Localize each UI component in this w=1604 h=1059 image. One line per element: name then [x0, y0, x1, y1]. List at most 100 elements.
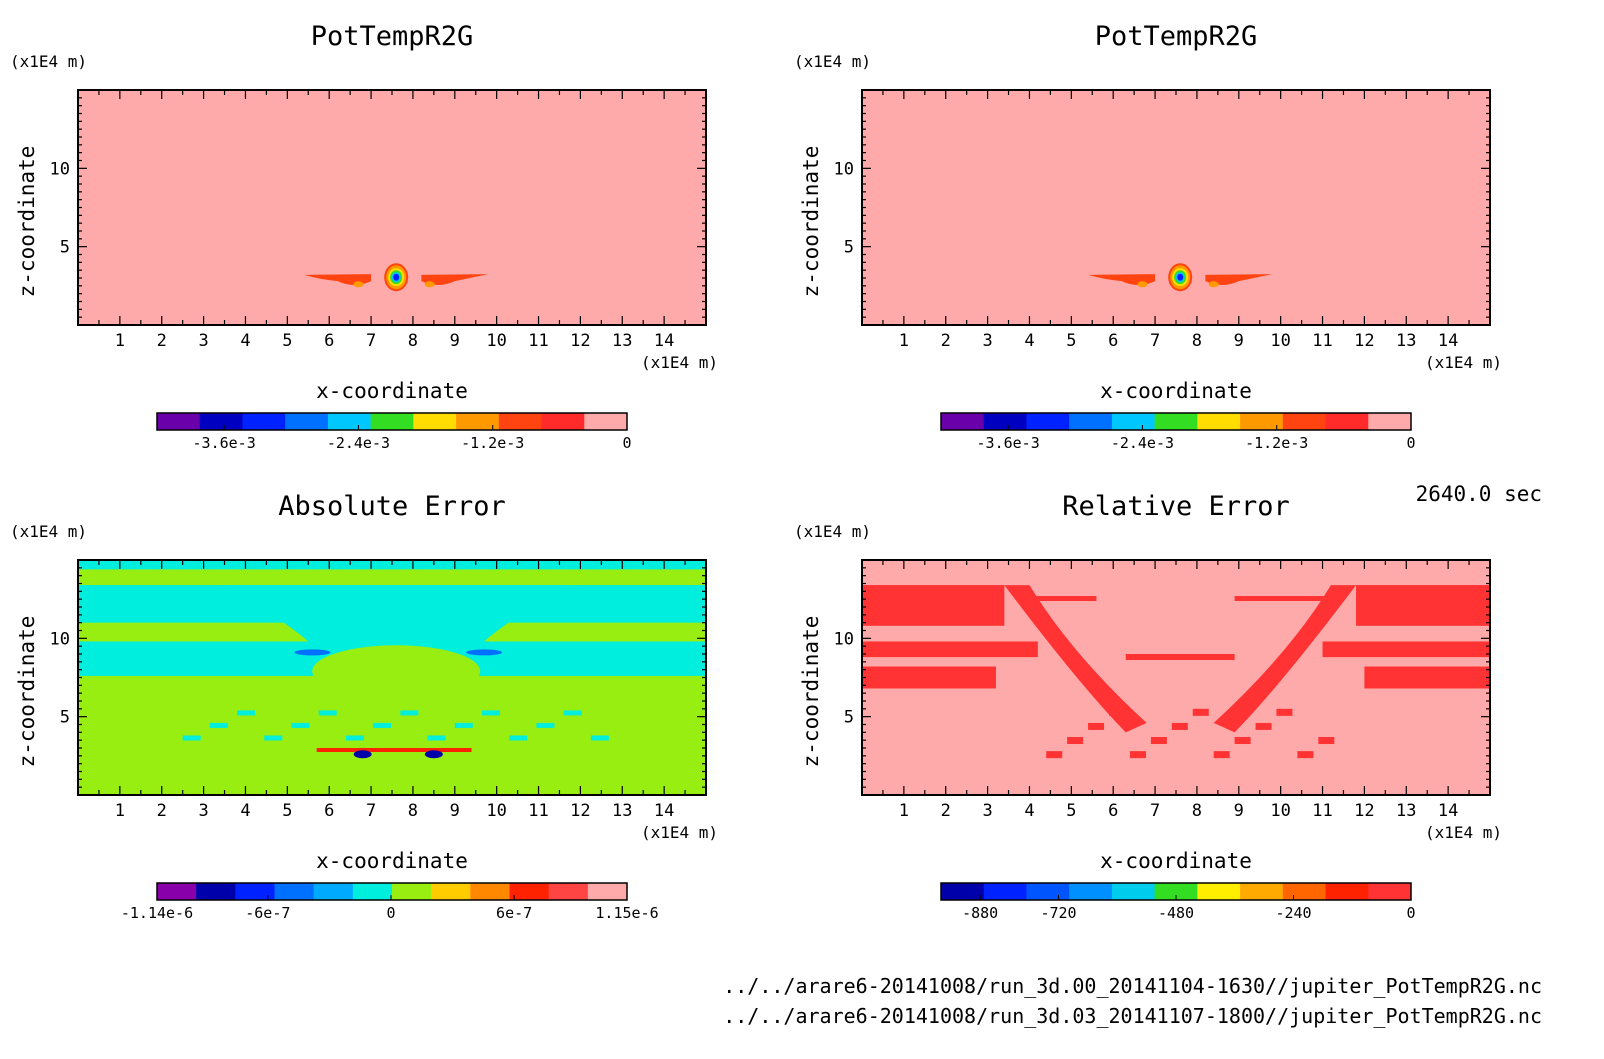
time-label: 2640.0 sec [1415, 482, 1542, 506]
panel-3-x-axis-label: x-coordinate [316, 849, 468, 873]
field-streak-left [1088, 274, 1156, 286]
panel-3-y-axis-label: z-coordinate [15, 616, 39, 768]
field-band-upper-right [1356, 585, 1490, 626]
field-band-lower-left [862, 666, 996, 689]
field-wedge-right [1213, 585, 1357, 733]
field-dark-spot-right [424, 750, 443, 759]
panel-2-colorbar: -3.6e-3 -2.4e-3 -1.2e-3 0 [940, 412, 1416, 452]
colorbar-tick-label: -480 [1158, 904, 1194, 922]
panel-1-colorbar: -3.6e-3 -2.4e-3 -1.2e-3 0 [156, 412, 632, 452]
x-tick-label: 12 [570, 331, 590, 351]
colorbar-tick-label: -2.4e-3 [327, 434, 390, 452]
x-tick-label: 14 [654, 331, 674, 351]
x-tick-label: 11 [528, 801, 548, 821]
panel-1-x-axis-label: x-coordinate [316, 379, 468, 403]
panel-3-x-unit: (x1E4 m) [641, 823, 718, 842]
x-tick-label: 11 [1312, 331, 1332, 351]
field-speckle-8 [373, 722, 392, 728]
panel-4-x-axis-label: x-coordinate [1100, 849, 1252, 873]
x-tick-label: 3 [982, 331, 992, 351]
x-tick-label: 2 [157, 331, 167, 351]
field-spot-right [424, 281, 435, 288]
field-speckle-4 [264, 735, 283, 741]
field-speckle-9 [1213, 751, 1230, 759]
x-tick-label: 9 [450, 331, 460, 351]
x-tick-label: 4 [240, 801, 250, 821]
colorbar-tick-label: -3.6e-3 [977, 434, 1040, 452]
x-tick-label: 6 [324, 331, 334, 351]
field-speckle-10 [1234, 737, 1251, 745]
x-tick-label: 9 [1234, 801, 1244, 821]
footer-file-path-2: ../../arare6-20141008/run_3d.03_20141107… [723, 1004, 1542, 1028]
panel-4-field-features [862, 585, 1490, 759]
colorbar-swatch-8 [456, 413, 500, 430]
x-tick-label: 8 [1192, 801, 1202, 821]
colorbar-tick-label: -880 [962, 904, 998, 922]
panel-2-x-unit: (x1E4 m) [1425, 353, 1502, 372]
field-wedge [224, 585, 568, 642]
colorbar-swatch-1 [157, 413, 201, 430]
x-tick-label: 6 [324, 801, 334, 821]
field-central-blob [312, 645, 481, 698]
panel-2-y-unit: (x1E4 m) [794, 52, 871, 71]
field-streak-right [421, 274, 489, 286]
panel-4-ticks [862, 560, 1490, 795]
x-tick-label: 8 [1192, 331, 1202, 351]
x-tick-label: 7 [366, 801, 376, 821]
panel-4-x-unit: (x1E4 m) [1425, 823, 1502, 842]
colorbar-swatch-11 [584, 413, 628, 430]
panel-2: PotTempR2G (x1E4 m) (x1E4 m) x-coordinate z-… [794, 21, 1502, 452]
colorbar-swatch-11 [1368, 883, 1412, 900]
field-mid-bar [1125, 654, 1235, 660]
panel-1-plot-area [77, 89, 707, 326]
field-top-bar [371, 596, 413, 603]
x-tick-label: 6 [1108, 801, 1118, 821]
x-tick-label: 1 [899, 801, 909, 821]
colorbar-tick-label: 0 [386, 904, 395, 922]
panel-2-y-axis-label: z-coordinate [799, 146, 823, 298]
colorbar-swatch-2 [196, 883, 236, 900]
x-tick-label: 8 [408, 801, 418, 821]
panel-1-title: PotTempR2G [311, 21, 474, 52]
colorbar-swatch-6 [352, 883, 393, 900]
panel-3-y-unit: (x1E4 m) [10, 522, 87, 541]
field-speckle-6 [318, 710, 337, 716]
y-tick-label: 5 [60, 708, 70, 728]
panel-3-colorbar: -1.14e-6 -6e-7 0 6e-7 1.15e-6 [121, 882, 659, 922]
colorbar-tick-label: 0 [1406, 904, 1415, 922]
colorbar-swatch-1 [941, 883, 985, 900]
field-blue-streak-left [294, 649, 331, 656]
colorbar-swatch-8 [431, 883, 471, 900]
panel-4-colorbar: -880 -720 -480 -240 0 [940, 882, 1416, 922]
panel-4-title: Relative Error [1062, 491, 1290, 522]
colorbar-swatch-3 [235, 883, 275, 900]
y-tick-label: 10 [834, 159, 854, 179]
field-speckle-5 [1129, 751, 1146, 759]
field-band-middle-right [1322, 641, 1490, 658]
field-band-middle-left [862, 641, 1038, 658]
field-speckle-7 [1171, 722, 1188, 730]
x-tick-label: 9 [1234, 331, 1244, 351]
field-speckle-14 [1318, 737, 1335, 745]
colorbar-frame [940, 412, 1412, 431]
field-speckle-2 [1067, 737, 1084, 745]
colorbar-swatch-10 [509, 883, 550, 900]
field-speckle-10 [427, 735, 446, 741]
colorbar-tick-label: -2.4e-3 [1111, 434, 1174, 452]
field-speckle-8 [1192, 708, 1209, 716]
x-tick-label: 7 [366, 331, 376, 351]
colorbar-swatch-7 [1197, 883, 1241, 900]
panel-4-y-axis-label: z-coordinate [799, 616, 823, 768]
x-tick-label: 4 [1024, 801, 1034, 821]
field-top-bar-right [1234, 596, 1336, 602]
field-streak-right [1205, 274, 1273, 286]
x-tick-label: 5 [282, 331, 292, 351]
x-tick-label: 2 [941, 331, 951, 351]
colorbar-swatch-5 [313, 883, 354, 900]
field-speckle-13 [509, 735, 528, 741]
colorbar-swatch-5 [1111, 413, 1156, 430]
field-band-lower-right [1364, 666, 1490, 689]
x-tick-label: 7 [1150, 331, 1160, 351]
field-top-bar-left [1025, 596, 1097, 602]
field-speckle-12 [1276, 708, 1293, 716]
